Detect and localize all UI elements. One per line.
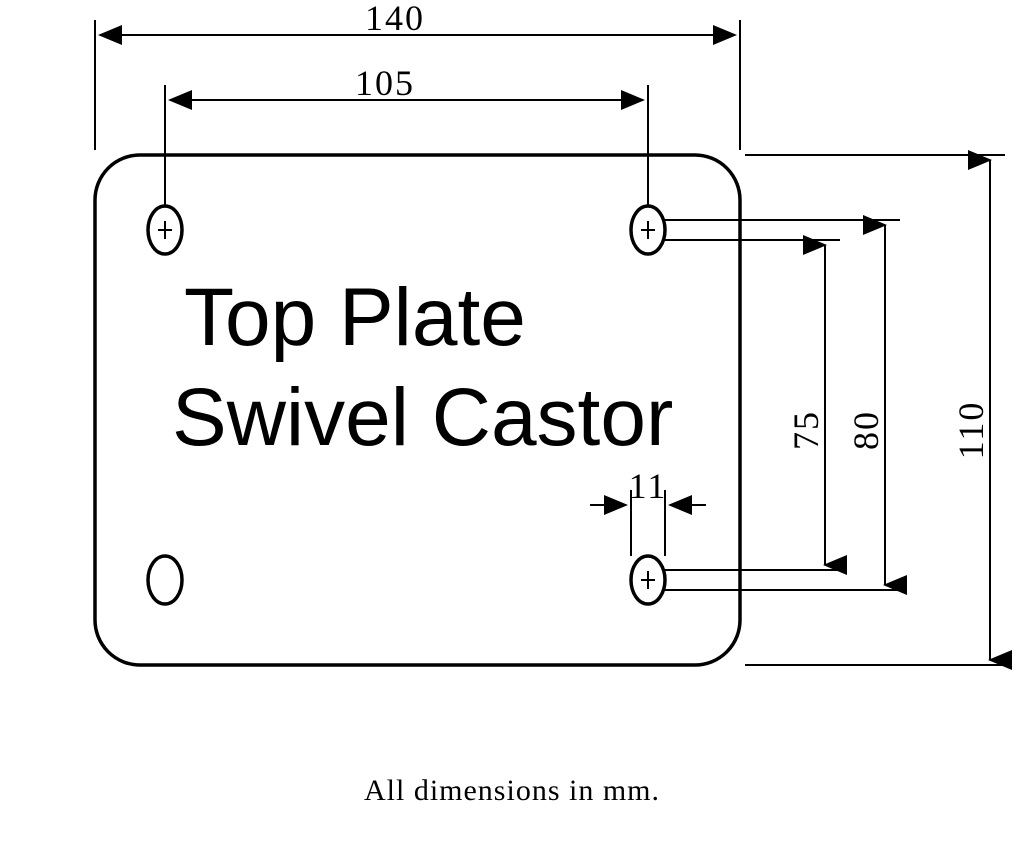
dim-80-label: 80 [846,410,886,450]
hole-bottom-left [148,556,182,604]
title-line-2: Swivel Castor [172,372,673,463]
dimension-105: 105 [165,63,648,205]
dim-140-label: 140 [365,0,425,38]
dimension-140: 140 [95,0,740,150]
footer-note: All dimensions in mm. [364,774,660,807]
dim-11-label: 11 [629,466,668,506]
dim-75-label: 75 [786,410,826,450]
dimension-75: 75 [786,245,826,565]
dimension-80: 80 [846,225,886,585]
dim-105-label: 105 [355,63,415,103]
dimension-110: 110 [951,160,991,660]
title-line-1: Top Plate [184,272,526,363]
dimension-11: 11 [590,466,706,556]
dim-110-label: 110 [951,401,991,460]
technical-drawing: 140 105 11 75 80 [0,0,1024,845]
